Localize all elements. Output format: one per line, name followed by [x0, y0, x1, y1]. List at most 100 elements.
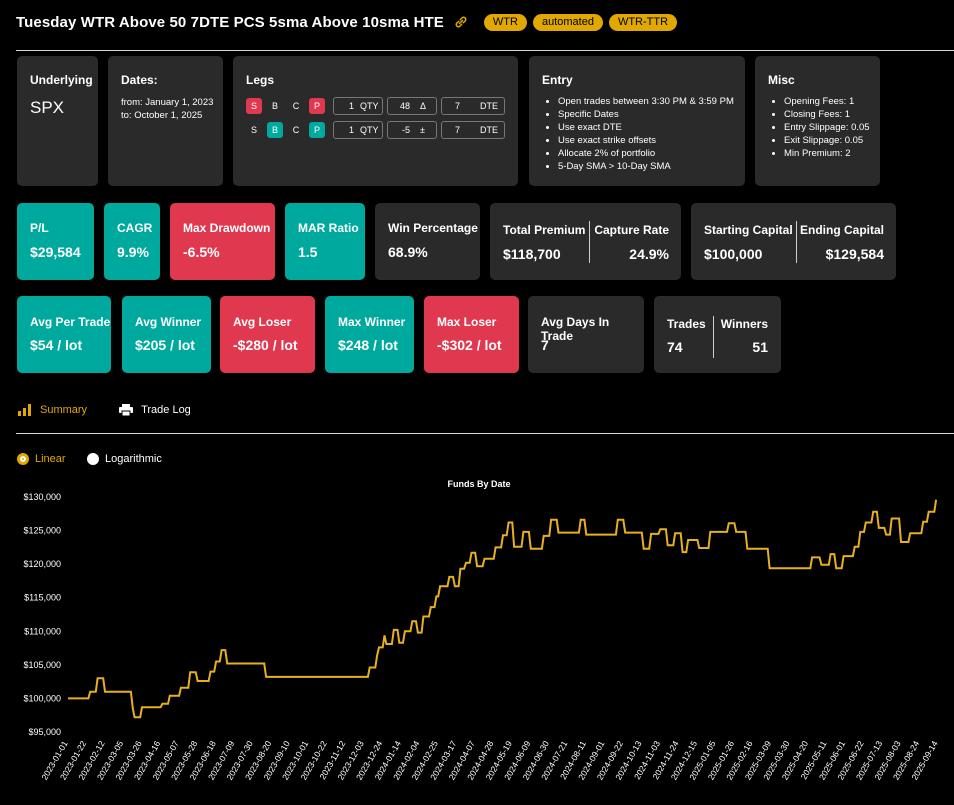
entry-item: Specific Dates — [558, 108, 758, 121]
entry-item: 5-Day SMA > 10-Day SMA — [558, 160, 758, 173]
ending-capital-value: $129,584 — [825, 246, 884, 262]
leg2-buy-toggle[interactable]: B — [267, 122, 283, 138]
premium-divider — [589, 221, 590, 263]
max-winner-value: $248 / lot — [338, 337, 398, 353]
tab-summary[interactable]: Summary — [18, 404, 87, 416]
pl-value: $29,584 — [30, 244, 81, 260]
tag-wtr[interactable]: WTR — [483, 13, 527, 31]
win-percentage-value: 68.9% — [388, 244, 428, 260]
trades-divider — [713, 316, 714, 358]
max-drawdown-card: Max Drawdown -6.5% — [170, 203, 275, 280]
misc-item: Entry Slippage: 0.05 — [784, 121, 894, 134]
ending-capital-label: Ending Capital — [800, 223, 884, 237]
misc-item: Closing Fees: 1 — [784, 108, 894, 121]
radio-linear-indicator — [17, 453, 29, 465]
leg1-put-toggle[interactable]: P — [309, 98, 325, 114]
leg2-dte-field[interactable]: 7 DTE — [441, 121, 505, 139]
entry-item: Use exact DTE — [558, 121, 758, 134]
winners-label: Winners — [720, 317, 768, 331]
max-drawdown-value: -6.5% — [183, 244, 220, 260]
leg1-qty-field[interactable]: 1 QTY — [333, 97, 383, 115]
misc-list: Opening Fees: 1 Closing Fees: 1 Entry Sl… — [770, 95, 894, 160]
tag-wtr-ttr[interactable]: WTR-TTR — [608, 13, 678, 31]
pl-label: P/L — [30, 221, 49, 235]
leg1-sell-toggle[interactable]: S — [246, 98, 262, 114]
leg2-put-toggle[interactable]: P — [309, 122, 325, 138]
dates-card: Dates: from: January 1, 2023 to: October… — [108, 56, 223, 186]
y-tick-label: $100,000 — [23, 693, 61, 703]
tab-trade-log[interactable]: Trade Log — [119, 404, 191, 416]
entry-card: Entry Open trades between 3:30 PM & 3:59… — [529, 56, 745, 186]
avg-days-card: Avg Days In Trade 7 — [528, 296, 644, 373]
tag-automated[interactable]: automated — [532, 13, 603, 31]
radio-linear[interactable]: Linear — [17, 453, 66, 465]
total-premium-label: Total Premium — [503, 223, 586, 237]
entry-item: Allocate 2% of portfolio — [558, 147, 758, 160]
leg-row-1: S B C P 1 QTY 48 Δ 7 DTE — [246, 96, 509, 116]
leg1-call-toggle[interactable]: C — [292, 101, 300, 111]
radio-log-indicator — [87, 453, 99, 465]
radio-logarithmic[interactable]: Logarithmic — [87, 453, 162, 465]
cagr-label: CAGR — [117, 221, 153, 235]
leg1-qty-value: 1 — [348, 101, 354, 111]
leg-row-2: S B C P 1 QTY -5 ± 7 DTE — [246, 120, 509, 140]
max-loser-card: Max Loser -$302 / lot — [424, 296, 519, 373]
leg2-offset-unit: ± — [420, 125, 425, 135]
avg-winner-value: $205 / lot — [135, 337, 195, 353]
legs-label: Legs — [246, 73, 275, 87]
pl-card: P/L $29,584 — [17, 203, 94, 280]
leg2-dte-value: 7 — [454, 125, 460, 135]
y-tick-label: $130,000 — [23, 492, 61, 502]
x-axis: 2023-01-012023-01-222023-02-122023-03-05… — [39, 739, 940, 782]
starting-capital-value: $100,000 — [704, 246, 763, 262]
avg-per-trade-label: Avg Per Trade — [30, 315, 111, 329]
leg2-dte-unit: DTE — [480, 125, 498, 135]
page-header: Tuesday WTR Above 50 7DTE PCS 5sma Above… — [16, 10, 678, 34]
max-loser-label: Max Loser — [437, 315, 497, 329]
leg2-offset-field[interactable]: -5 ± — [387, 121, 437, 139]
leg2-sell-toggle[interactable]: S — [250, 125, 257, 135]
link-icon[interactable] — [452, 13, 470, 31]
leg1-delta-field[interactable]: 48 Δ — [387, 97, 437, 115]
leg1-qty-unit: QTY — [360, 101, 379, 111]
winners-value: 51 — [752, 339, 768, 355]
capture-rate-label: Capture Rate — [594, 223, 669, 237]
total-premium-value: $118,700 — [503, 246, 561, 262]
misc-item: Opening Fees: 1 — [784, 95, 894, 108]
leg1-dte-field[interactable]: 7 DTE — [441, 97, 505, 115]
leg2-offset-value: -5 — [401, 125, 410, 135]
leg2-call-toggle[interactable]: C — [292, 125, 300, 135]
mar-ratio-label: MAR Ratio — [298, 221, 359, 235]
misc-card: Misc Opening Fees: 1 Closing Fees: 1 Ent… — [755, 56, 880, 186]
leg2-qty-value: 1 — [348, 125, 354, 135]
radio-log-label: Logarithmic — [105, 453, 162, 465]
misc-label: Misc — [768, 73, 795, 87]
view-tabs: Summary Trade Log — [18, 404, 191, 416]
underlying-value: SPX — [30, 98, 65, 117]
leg1-buy-toggle[interactable]: B — [271, 101, 278, 111]
avg-per-trade-card: Avg Per Trade $54 / lot — [17, 296, 111, 373]
printer-icon — [119, 404, 134, 416]
tabs-divider — [16, 433, 954, 434]
max-winner-label: Max Winner — [338, 315, 406, 329]
entry-item: Use exact strike offsets — [558, 134, 758, 147]
legs-card: Legs S B C P 1 QTY 48 Δ 7 DTE S B C P 1 … — [233, 56, 518, 186]
leg2-qty-field[interactable]: 1 QTY — [333, 121, 383, 139]
premium-card: Total Premium $118,700 Capture Rate 24.9… — [490, 203, 681, 280]
avg-loser-label: Avg Loser — [233, 315, 292, 329]
mar-ratio-value: 1.5 — [298, 244, 318, 260]
leg1-delta-unit: Δ — [420, 101, 427, 111]
capital-card: Starting Capital $100,000 Ending Capital… — [691, 203, 896, 280]
underlying-card: Underlying SPX — [17, 56, 98, 186]
page-title: Tuesday WTR Above 50 7DTE PCS 5sma Above… — [16, 13, 444, 31]
y-tick-label: $95,000 — [28, 727, 61, 737]
tab-trade-log-label: Trade Log — [141, 404, 191, 416]
capture-rate-value: 24.9% — [629, 246, 669, 262]
underlying-label: Underlying — [30, 73, 93, 87]
leg1-dte-unit: DTE — [480, 101, 498, 111]
mar-ratio-card: MAR Ratio 1.5 — [285, 203, 365, 280]
max-loser-value: -$302 / lot — [437, 337, 502, 353]
bar-chart-icon — [18, 404, 31, 416]
radio-linear-label: Linear — [35, 453, 66, 465]
cagr-value: 9.9% — [117, 244, 149, 260]
